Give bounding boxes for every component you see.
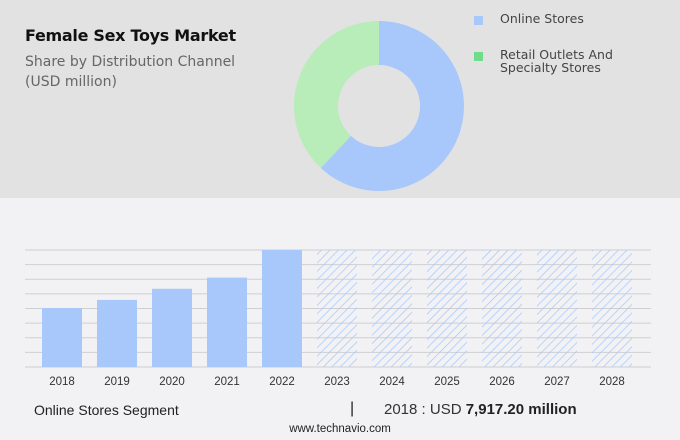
x-tick-label: 2020	[159, 376, 185, 388]
forecast-bar-2025	[427, 250, 467, 367]
x-tick-label: 2021	[214, 376, 240, 388]
value-amount: 7,917.20 million	[465, 401, 577, 418]
chart-subtitle: Share by Distribution Channel (USD milli…	[25, 52, 285, 92]
donut-chart	[294, 21, 464, 191]
bar-2019	[97, 299, 137, 367]
x-tick-label: 2025	[434, 376, 460, 388]
legend-item-retail-outlets: Retail Outlets And Specialty Stores	[474, 48, 613, 74]
chart-title: Female Sex Toys Market	[25, 26, 236, 45]
forecast-bar-2027	[537, 250, 577, 367]
forecast-bar-2026	[482, 250, 522, 367]
donut-slice-online-stores	[320, 21, 464, 191]
legend-swatch-online	[474, 16, 483, 25]
legend-label-line-1: Retail Outlets And	[500, 47, 613, 62]
value-prefix: 2018 : USD	[384, 401, 466, 418]
bar-2020	[152, 288, 192, 367]
forecast-bar-2028	[592, 250, 632, 367]
legend-swatch-retail	[474, 52, 483, 61]
donut-slice-retail-outlets	[294, 21, 379, 168]
x-tick-label: 2028	[599, 376, 625, 388]
header-panel: Female Sex Toys Market Share by Distribu…	[0, 0, 680, 198]
bar-2021	[207, 277, 247, 367]
segment-value: 2018 : USD 7,917.20 million	[384, 401, 577, 418]
legend-item-online-stores: Online Stores	[474, 12, 613, 25]
x-tick-label: 2023	[324, 376, 350, 388]
x-tick-label: 2022	[269, 376, 295, 388]
x-tick-label: 2024	[379, 376, 405, 388]
footer-separator: |	[350, 400, 355, 417]
source-link[interactable]: www.technavio.com	[289, 423, 391, 435]
forecast-bar-2023	[317, 250, 357, 367]
x-tick-label: 2026	[489, 376, 515, 388]
segment-label: Online Stores Segment	[34, 402, 179, 418]
bar-chart: 2018 2019 2020 2021 2022 2023 2024 2025 2026 2027…	[25, 249, 651, 388]
x-tick-label: 2019	[104, 376, 130, 388]
legend: Online Stores Retail Outlets And Special…	[474, 12, 613, 97]
subtitle-line-2: (USD million)	[25, 74, 117, 90]
x-tick-label: 2018	[49, 376, 75, 388]
bar-2022	[262, 250, 302, 367]
x-tick-label: 2027	[544, 376, 570, 388]
forecast-bar-2024	[372, 250, 412, 367]
legend-label-line-2: Specialty Stores	[500, 60, 601, 75]
bar-2018	[42, 307, 82, 367]
subtitle-line-1: Share by Distribution Channel	[25, 54, 236, 70]
legend-label: Online Stores	[500, 11, 584, 26]
